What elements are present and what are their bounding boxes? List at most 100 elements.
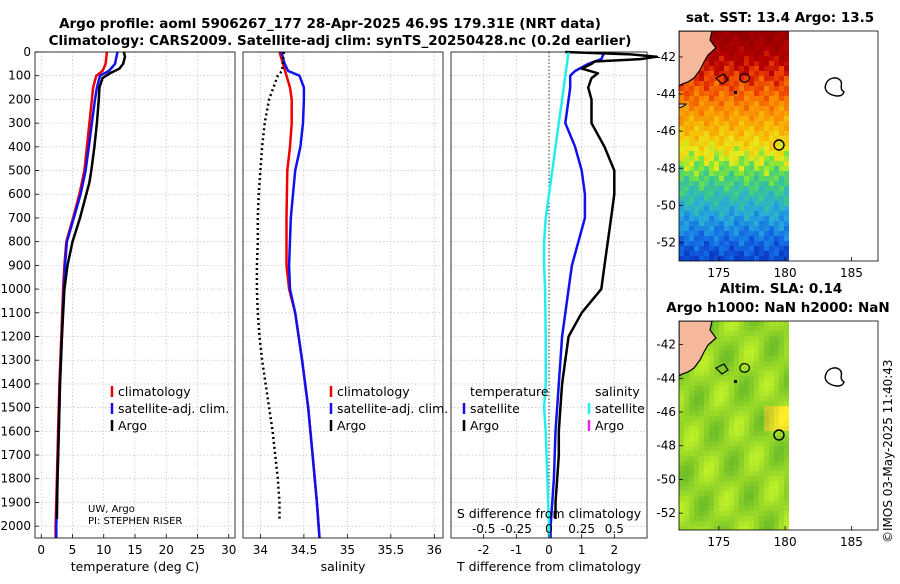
sst-cell xyxy=(784,81,789,86)
sst-cell xyxy=(724,91,729,96)
sla-cell xyxy=(734,491,739,496)
map-y-tick-label: -46 xyxy=(656,405,676,419)
sla-cell xyxy=(719,526,724,530)
sla-cell xyxy=(759,381,764,386)
sst-cell xyxy=(734,151,739,156)
sst-cell xyxy=(739,251,744,256)
sst-cell xyxy=(694,111,699,116)
sst-cell xyxy=(729,146,734,151)
sla-cell xyxy=(759,516,764,521)
sst-cell xyxy=(749,66,754,71)
sla-cell xyxy=(694,441,699,446)
sla-cell xyxy=(784,431,789,436)
sst-cell xyxy=(679,151,684,156)
sst-cell xyxy=(734,156,739,161)
sla-cell xyxy=(704,361,709,366)
sst-cell xyxy=(699,76,704,81)
sla-cell xyxy=(764,461,769,466)
sst-cell xyxy=(769,101,774,106)
sla-cell xyxy=(739,426,744,431)
sst-cell xyxy=(734,76,739,81)
sst-cell xyxy=(759,231,764,236)
sst-cell xyxy=(704,86,709,91)
sla-cell xyxy=(779,406,784,411)
sst-cell xyxy=(719,51,724,56)
sla-cell xyxy=(689,426,694,431)
sla-cell xyxy=(784,396,789,401)
sla-cell xyxy=(754,496,759,501)
sla-cell xyxy=(744,341,749,346)
sla-cell xyxy=(694,466,699,471)
credit-line1: UW, Argo xyxy=(88,504,135,515)
sla-cell xyxy=(759,521,764,526)
sla-cell xyxy=(739,501,744,506)
sst-cell xyxy=(779,36,784,41)
sla-cell xyxy=(734,366,739,371)
sst-cell xyxy=(679,241,684,246)
sla-cell xyxy=(704,406,709,411)
sst-cell xyxy=(744,221,749,226)
sst-cell xyxy=(784,166,789,171)
sst-cell xyxy=(724,246,729,251)
sla-cell xyxy=(764,516,769,521)
sst-cell xyxy=(754,171,759,176)
sst-cell xyxy=(729,66,734,71)
sla-cell xyxy=(729,401,734,406)
sst-cell xyxy=(679,246,684,251)
sla-cell xyxy=(719,321,724,326)
sst-cell xyxy=(779,111,784,116)
sla-cell xyxy=(719,506,724,511)
sla-cell xyxy=(779,361,784,366)
sst-cell xyxy=(734,86,739,91)
sst-cell xyxy=(774,246,779,251)
sst-cell xyxy=(724,191,729,196)
sst-cell xyxy=(764,96,769,101)
sla-cell xyxy=(714,476,719,481)
sla-cell xyxy=(764,521,769,526)
sla-cell xyxy=(719,401,724,406)
sla-cell xyxy=(749,436,754,441)
sst-cell xyxy=(694,106,699,111)
sla-cell xyxy=(694,366,699,371)
sla-cell xyxy=(744,386,749,391)
sla-cell xyxy=(724,371,729,376)
sla-cell xyxy=(679,416,684,421)
series-s-satellite xyxy=(542,51,570,538)
sst-cell xyxy=(744,91,749,96)
sla-cell xyxy=(754,361,759,366)
sla-cell xyxy=(744,381,749,386)
sst-cell xyxy=(689,151,694,156)
sst-cell xyxy=(744,211,749,216)
sla-cell xyxy=(729,486,734,491)
sst-cell xyxy=(764,256,769,261)
sla-cell xyxy=(779,431,784,436)
sla-cell xyxy=(759,331,764,336)
sla-cell xyxy=(759,501,764,506)
sst-cell xyxy=(754,176,759,181)
sst-cell xyxy=(704,251,709,256)
sla-cell xyxy=(759,511,764,516)
sla-cell xyxy=(734,446,739,451)
sla-cell xyxy=(774,346,779,351)
sla-cell xyxy=(749,501,754,506)
sst-cell xyxy=(784,231,789,236)
sst-cell xyxy=(734,131,739,136)
sla-cell xyxy=(744,331,749,336)
sst-cell xyxy=(769,226,774,231)
sla-cell xyxy=(679,431,684,436)
sst-cell xyxy=(724,161,729,166)
sst-cell xyxy=(709,251,714,256)
sst-cell xyxy=(779,151,784,156)
sla-cell xyxy=(779,451,784,456)
sst-cell xyxy=(749,46,754,51)
sla-cell xyxy=(779,521,784,526)
sst-cell xyxy=(769,161,774,166)
y-tick-label: 700 xyxy=(8,211,31,225)
sst-cell xyxy=(784,251,789,256)
sla-cell xyxy=(749,326,754,331)
sla-cell xyxy=(744,326,749,331)
sst-cell xyxy=(704,126,709,131)
sst-cell xyxy=(759,211,764,216)
sla-cell xyxy=(689,386,694,391)
sla-cell xyxy=(714,456,719,461)
